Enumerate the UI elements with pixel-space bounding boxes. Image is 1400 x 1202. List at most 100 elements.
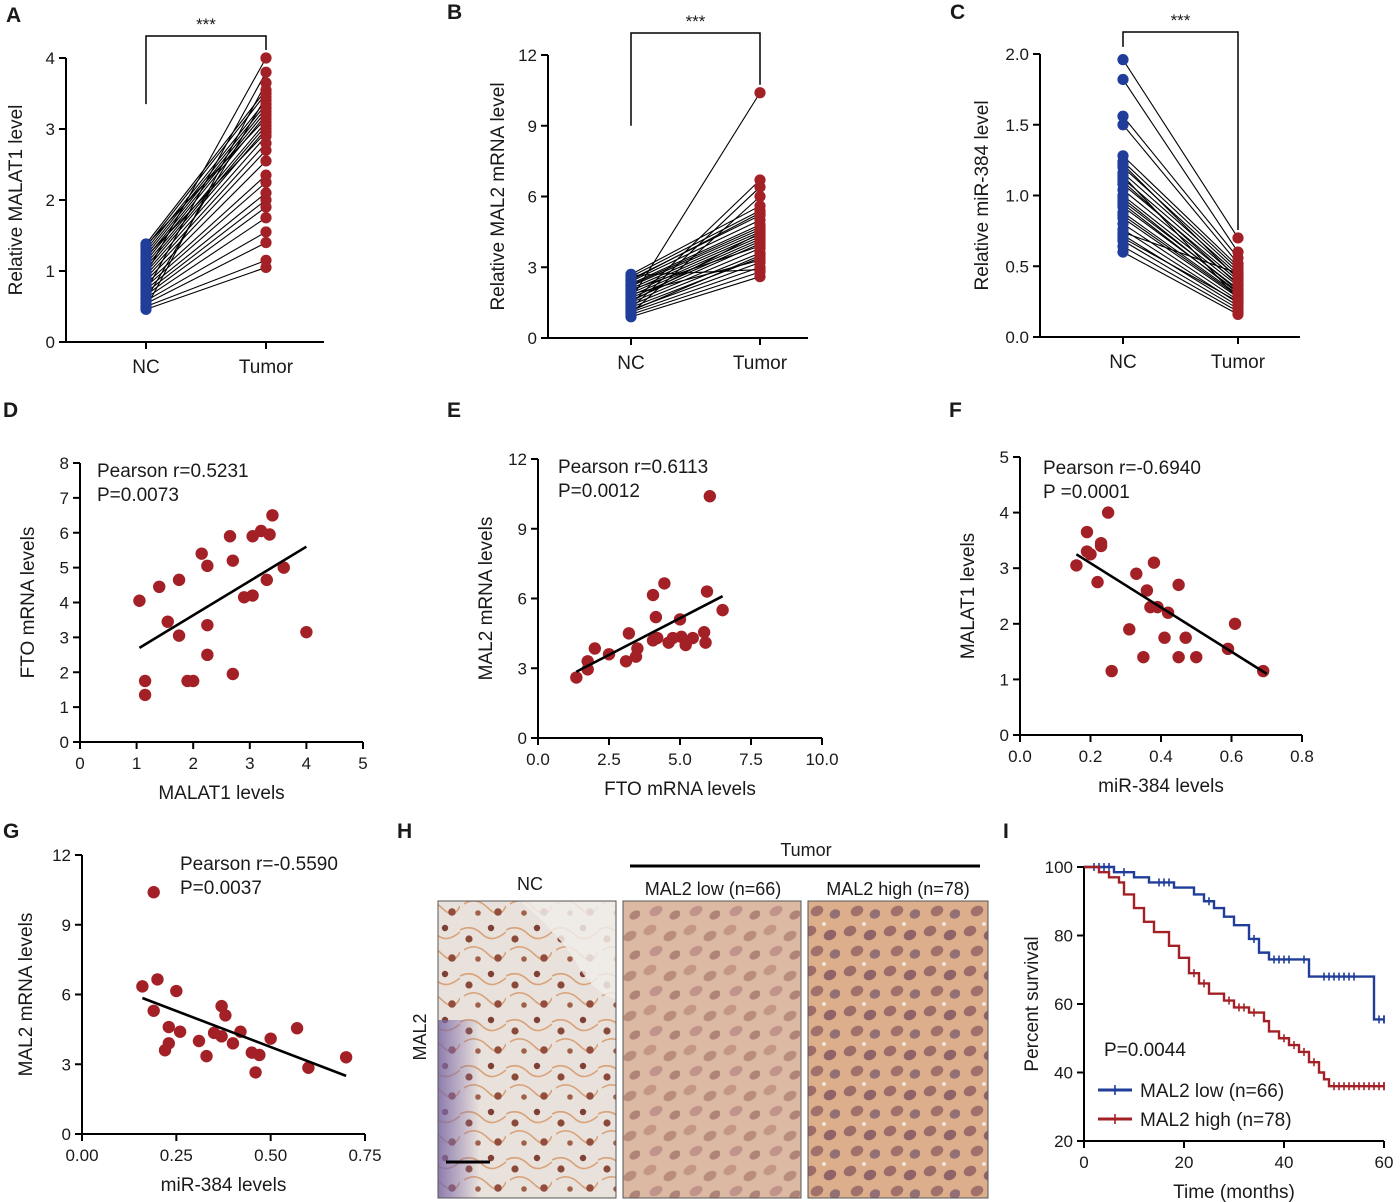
scatter-point: [201, 648, 214, 662]
tumor-point: [754, 207, 766, 219]
pair-line: [1122, 180, 1239, 286]
pair-line: [1122, 200, 1239, 290]
y-tick-label: 2: [60, 663, 69, 682]
p-value-label: P=0.0037: [180, 878, 262, 899]
x-tick-label: 0.8: [1290, 747, 1314, 766]
y-tick-label: 3: [1000, 559, 1009, 578]
regression-line: [138, 545, 308, 649]
y-tick-label: 6: [518, 590, 527, 609]
y-tick-label: 8: [60, 454, 69, 473]
scatter-point: [201, 618, 214, 632]
nc-point: [1117, 150, 1129, 162]
pair-line: [145, 160, 267, 282]
panel-i: 20 40 60 80 100 Percent survival I 0 20 40 60 Time …: [1003, 820, 1393, 1202]
x-tick-label: 0.00: [65, 1146, 98, 1165]
x-tick-label: 0.6: [1220, 747, 1244, 766]
scatter-point: [1101, 506, 1115, 519]
x-axis-title: miR-384 levels: [1098, 776, 1224, 797]
y-tick-label: 2.0: [1005, 45, 1029, 64]
pair-line: [1122, 155, 1239, 267]
x-axis-title: MALAT1 levels: [158, 783, 284, 804]
scatter-point: [703, 490, 717, 503]
y-tick-label: 12: [508, 450, 527, 469]
x-axis-title: miR-384 levels: [161, 1175, 287, 1196]
pair-line: [1122, 240, 1239, 310]
pair-line: [145, 217, 267, 299]
tumor-point: [754, 87, 766, 99]
y-tick-label: 1.0: [1005, 187, 1029, 206]
pair-line: [630, 226, 761, 286]
pair-line: [1122, 212, 1239, 295]
pair-line: [145, 93, 267, 248]
panel-letter-i: I: [1003, 820, 1009, 843]
scatter-point: [162, 1020, 175, 1034]
nc-header: NC: [517, 874, 543, 894]
y-tick-label: 3: [518, 659, 527, 678]
x-tick-label: 40: [1275, 1153, 1294, 1172]
x-tick-label: 3: [245, 754, 254, 773]
tumor-point: [260, 254, 272, 266]
panel-e: 0 3 6 9 12 MAL2 mRNA levels E 0.0 2.5 5.0 7.5 10.0 F…: [447, 399, 839, 800]
tumor-point: [1232, 246, 1244, 258]
tumor-point: [260, 77, 272, 89]
y-tick-label: 0: [518, 729, 527, 748]
pair-line: [145, 199, 267, 293]
scatter-point: [1179, 631, 1192, 644]
pair-line: [145, 100, 267, 251]
panel-letter-h: H: [397, 820, 412, 843]
scatter-point: [215, 999, 228, 1013]
x-tick-label: 20: [1175, 1153, 1194, 1172]
tumor-point: [1232, 293, 1244, 305]
scatter-point: [631, 642, 644, 655]
y-tick-label: 0: [46, 333, 55, 352]
pair-line: [145, 181, 267, 288]
nc-point: [1117, 170, 1129, 182]
y-axis-title: MAL2 mRNA levels: [476, 517, 497, 681]
scatter-point: [170, 984, 183, 998]
panel-f: 0 1 2 3 4 5 MALAT1 levels F 0.0 0.2 0.4 0.6 0.8 miR-3…: [949, 399, 1314, 797]
scatter-point: [153, 580, 166, 594]
scatter-point: [700, 585, 714, 598]
y-tick-label: 9: [62, 916, 71, 935]
survival-curve: [1084, 865, 1384, 1088]
y-tick-label: 0.0: [1005, 328, 1029, 347]
pair-line: [1122, 223, 1239, 301]
scatter-point: [1091, 575, 1104, 589]
pair-line: [145, 132, 267, 258]
x-tick-label: 0.50: [254, 1146, 287, 1165]
tumor-point: [260, 169, 272, 181]
p-value-label: P=0.0044: [1104, 1040, 1186, 1061]
mal2-high-header: MAL2 high (n=78): [826, 879, 970, 899]
y-axis-title: Relative MAL2 mRNA level: [488, 82, 509, 310]
pair-line: [145, 110, 267, 259]
scatter-point: [172, 573, 186, 587]
scatter-point: [570, 671, 583, 684]
nc-point: [625, 295, 637, 308]
scatter-point: [1190, 650, 1203, 664]
y-tick-label: 1: [1000, 670, 1009, 689]
scatter-point: [1228, 617, 1242, 630]
tumor-point: [260, 112, 272, 124]
pair-line: [630, 229, 761, 287]
y-tick-label: 6: [528, 188, 537, 207]
y-axis-title: Relative miR-384 level: [972, 100, 993, 290]
x-tick-label: 0.0: [526, 750, 550, 769]
tumor-point: [754, 174, 766, 186]
pair-line: [1122, 175, 1239, 300]
x-tick-label: 0.2: [1079, 747, 1103, 766]
pair-line: [145, 117, 267, 246]
y-tick-label: 1: [60, 698, 69, 717]
tumor-point: [754, 227, 766, 239]
x-category-label: NC: [132, 357, 159, 378]
pair-line: [1122, 214, 1239, 297]
y-tick-label: 0: [528, 329, 537, 348]
y-tick-label: 12: [52, 846, 71, 865]
pair-line: [1122, 237, 1239, 303]
scatter-point: [622, 627, 636, 640]
mal2-low-tissue-image: [622, 900, 802, 1199]
scatter-point: [195, 547, 208, 560]
survival-curve: [1084, 865, 1384, 1021]
x-category-label: Tumor: [239, 357, 294, 378]
pair-line: [145, 135, 267, 273]
